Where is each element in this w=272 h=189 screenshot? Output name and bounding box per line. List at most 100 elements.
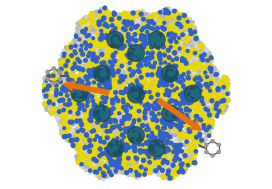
Circle shape bbox=[205, 111, 208, 113]
Circle shape bbox=[111, 47, 116, 52]
Circle shape bbox=[145, 136, 149, 139]
Circle shape bbox=[124, 72, 126, 75]
Circle shape bbox=[133, 114, 136, 117]
Circle shape bbox=[198, 82, 202, 86]
Circle shape bbox=[62, 119, 65, 122]
Circle shape bbox=[145, 143, 148, 146]
Circle shape bbox=[143, 80, 146, 84]
Circle shape bbox=[92, 47, 95, 50]
Circle shape bbox=[88, 70, 91, 73]
Circle shape bbox=[165, 122, 167, 125]
Circle shape bbox=[151, 146, 156, 152]
Circle shape bbox=[73, 115, 75, 117]
Circle shape bbox=[185, 29, 187, 31]
Circle shape bbox=[145, 141, 149, 145]
Circle shape bbox=[173, 93, 175, 96]
Circle shape bbox=[144, 101, 147, 105]
Circle shape bbox=[219, 105, 223, 109]
Circle shape bbox=[150, 45, 152, 48]
Circle shape bbox=[182, 79, 185, 81]
Circle shape bbox=[105, 51, 107, 53]
Circle shape bbox=[142, 148, 146, 152]
Circle shape bbox=[127, 127, 132, 132]
Circle shape bbox=[101, 174, 104, 176]
Circle shape bbox=[146, 51, 148, 53]
Circle shape bbox=[128, 161, 131, 164]
Circle shape bbox=[107, 163, 110, 166]
Circle shape bbox=[109, 25, 112, 28]
Circle shape bbox=[191, 100, 195, 105]
Circle shape bbox=[52, 73, 57, 77]
Circle shape bbox=[192, 113, 195, 116]
Circle shape bbox=[83, 115, 86, 119]
Circle shape bbox=[78, 74, 81, 78]
Circle shape bbox=[184, 145, 187, 148]
Circle shape bbox=[180, 86, 183, 89]
Circle shape bbox=[142, 164, 145, 168]
Circle shape bbox=[61, 67, 64, 70]
Circle shape bbox=[94, 25, 97, 27]
Circle shape bbox=[81, 93, 86, 98]
Circle shape bbox=[122, 29, 124, 32]
Circle shape bbox=[179, 77, 184, 81]
Circle shape bbox=[141, 101, 143, 104]
Circle shape bbox=[176, 160, 179, 164]
Circle shape bbox=[205, 95, 209, 99]
Circle shape bbox=[174, 28, 177, 31]
Circle shape bbox=[54, 83, 57, 86]
Circle shape bbox=[104, 151, 108, 155]
Circle shape bbox=[199, 47, 201, 50]
Circle shape bbox=[209, 78, 214, 83]
Circle shape bbox=[158, 52, 161, 55]
Circle shape bbox=[191, 119, 194, 122]
Circle shape bbox=[174, 41, 176, 43]
Circle shape bbox=[139, 37, 144, 42]
Circle shape bbox=[125, 125, 128, 129]
Circle shape bbox=[49, 104, 52, 108]
Circle shape bbox=[67, 109, 70, 113]
Circle shape bbox=[205, 69, 208, 71]
Circle shape bbox=[117, 125, 120, 128]
Circle shape bbox=[77, 36, 82, 41]
Circle shape bbox=[124, 101, 128, 105]
Circle shape bbox=[108, 99, 112, 104]
Circle shape bbox=[122, 65, 126, 68]
Circle shape bbox=[116, 137, 119, 140]
Circle shape bbox=[197, 98, 203, 103]
Circle shape bbox=[86, 134, 89, 137]
Circle shape bbox=[172, 103, 175, 106]
Circle shape bbox=[183, 163, 187, 168]
Circle shape bbox=[133, 36, 137, 39]
Circle shape bbox=[92, 67, 95, 70]
Circle shape bbox=[224, 91, 226, 94]
Circle shape bbox=[172, 81, 174, 83]
Circle shape bbox=[89, 12, 94, 17]
Circle shape bbox=[181, 143, 184, 146]
Circle shape bbox=[190, 52, 192, 54]
Circle shape bbox=[112, 125, 116, 129]
Circle shape bbox=[194, 151, 197, 154]
Circle shape bbox=[184, 154, 188, 157]
Circle shape bbox=[179, 169, 181, 172]
Circle shape bbox=[132, 115, 135, 119]
Circle shape bbox=[140, 114, 142, 116]
Circle shape bbox=[110, 63, 114, 67]
Circle shape bbox=[172, 41, 177, 46]
Circle shape bbox=[126, 40, 130, 43]
Circle shape bbox=[71, 138, 75, 142]
Circle shape bbox=[55, 70, 58, 73]
Circle shape bbox=[169, 20, 172, 23]
Circle shape bbox=[146, 148, 148, 151]
Circle shape bbox=[103, 98, 105, 101]
Circle shape bbox=[133, 164, 137, 168]
Circle shape bbox=[76, 122, 78, 124]
Circle shape bbox=[131, 159, 135, 163]
Circle shape bbox=[141, 143, 144, 146]
Circle shape bbox=[161, 121, 165, 124]
Circle shape bbox=[171, 147, 176, 152]
Circle shape bbox=[101, 171, 105, 174]
Circle shape bbox=[141, 71, 143, 73]
Circle shape bbox=[183, 144, 186, 147]
Circle shape bbox=[51, 106, 53, 108]
Circle shape bbox=[130, 43, 133, 46]
